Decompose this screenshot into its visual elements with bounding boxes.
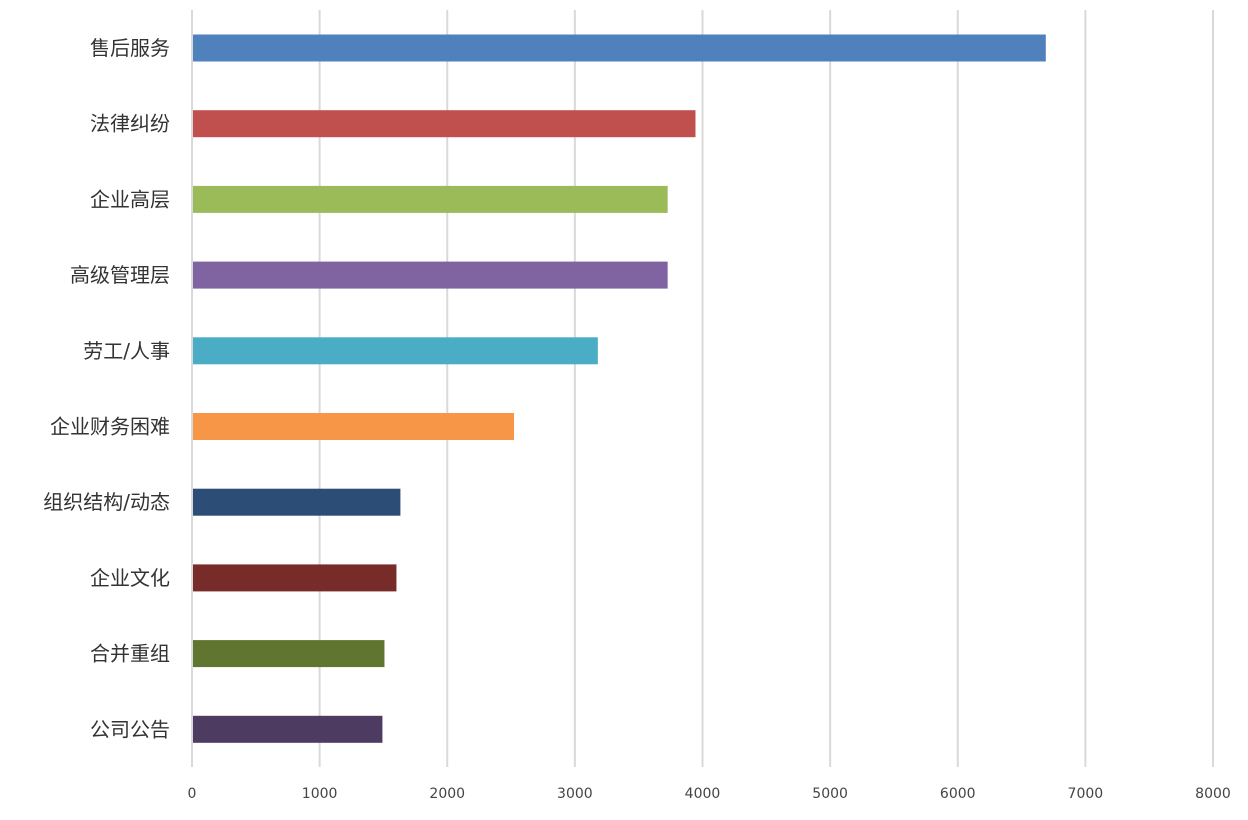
category-label: 企业财务困难 bbox=[50, 415, 170, 439]
bar bbox=[193, 715, 383, 743]
bar bbox=[193, 413, 514, 440]
bar bbox=[193, 564, 397, 592]
category-label: 企业高层 bbox=[90, 187, 170, 211]
x-tick-label: 8000 bbox=[1195, 786, 1231, 802]
x-tick-label: 0 bbox=[188, 786, 197, 802]
bar bbox=[193, 110, 696, 138]
x-tick-label: 7000 bbox=[1068, 786, 1104, 802]
bar bbox=[193, 261, 668, 289]
category-label: 合并重组 bbox=[90, 642, 170, 666]
bar bbox=[193, 488, 401, 516]
category-label: 高级管理层 bbox=[70, 263, 170, 287]
bar bbox=[193, 185, 668, 213]
category-label: 企业文化 bbox=[90, 566, 170, 590]
category-label: 劳工/人事 bbox=[83, 339, 170, 363]
category-label: 组织结构/动态 bbox=[43, 490, 170, 514]
category-label: 公司公告 bbox=[90, 717, 170, 741]
x-tick-label: 2000 bbox=[429, 786, 465, 802]
x-tick-label: 5000 bbox=[812, 786, 848, 802]
bar bbox=[193, 337, 598, 365]
x-tick-label: 4000 bbox=[685, 786, 721, 802]
x-tick-label: 1000 bbox=[302, 786, 338, 802]
category-label: 法律纠纷 bbox=[90, 112, 170, 136]
bar bbox=[193, 640, 385, 668]
bar bbox=[193, 34, 1046, 62]
category-label: 售后服务 bbox=[90, 36, 170, 60]
x-tick-label: 6000 bbox=[940, 786, 976, 802]
x-tick-label: 3000 bbox=[557, 786, 593, 802]
